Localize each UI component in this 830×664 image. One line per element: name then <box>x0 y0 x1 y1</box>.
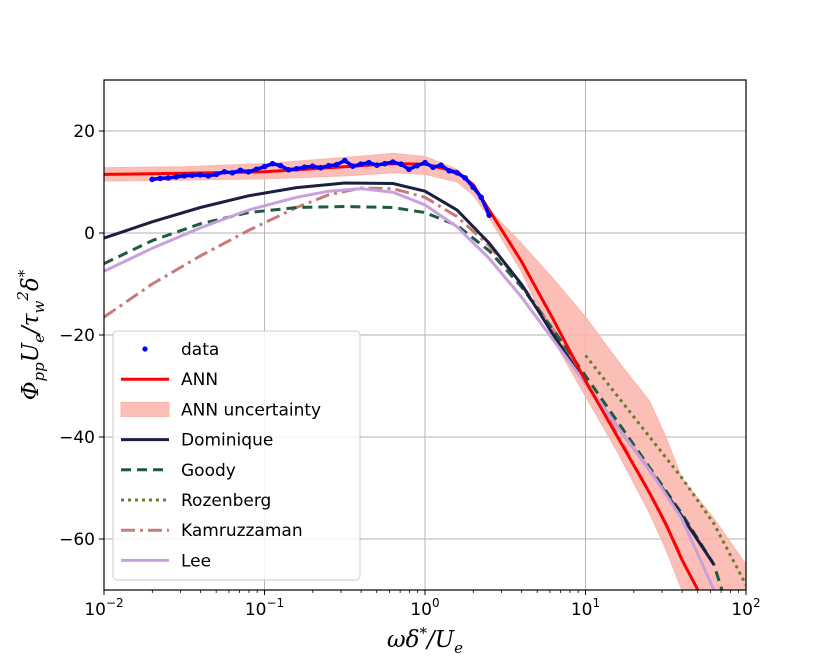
legend-label-dominique: Dominique <box>181 431 273 451</box>
legend-label-rozenberg: Rozenberg <box>181 491 271 511</box>
series-line-lee <box>104 187 716 590</box>
x-tick-label: 101 <box>571 596 600 620</box>
legend-box <box>112 330 361 581</box>
legend-label-data: data <box>181 340 219 360</box>
legend: data ANN ANN uncertainty Dominique Goody Roze… <box>112 330 361 581</box>
x-axis-label: ωδ*/Ue <box>387 624 463 657</box>
legend-marker-ann-uncertainty <box>120 401 170 417</box>
legend-label-goody: Goody <box>181 461 236 481</box>
ann-uncertainty-band-layer <box>104 152 746 590</box>
legend-label-kamruzzaman: Kamruzzaman <box>181 521 303 541</box>
x-tick-label: 10−1 <box>245 596 284 620</box>
y-axis-label: ΦppUe/τw2δ* <box>14 269 48 400</box>
series-lines-layer <box>104 162 746 590</box>
x-tick-label: 10−2 <box>84 596 123 620</box>
y-tick-label: −40 <box>59 428 95 448</box>
ann-uncertainty-band <box>104 152 746 590</box>
legend-marker-data <box>142 346 148 352</box>
x-tick-label: 100 <box>410 596 439 620</box>
series-line-rozenberg <box>584 354 746 586</box>
legend-label-ann: ANN <box>181 370 218 390</box>
y-tick-label: 0 <box>84 224 95 244</box>
data-scatter-layer <box>149 157 493 218</box>
y-tick-label: −60 <box>59 530 95 550</box>
x-tick-label: 102 <box>731 596 760 620</box>
axis-ticks: 10−2 10−1 100 101 102 20 0 −20 −40 −60 <box>59 122 761 620</box>
y-tick-label: −20 <box>59 326 95 346</box>
y-tick-label: 20 <box>73 122 95 142</box>
legend-label-ann-uncertainty: ANN uncertainty <box>181 400 321 420</box>
data-point-trace <box>151 158 491 216</box>
legend-label-lee: Lee <box>181 551 211 571</box>
